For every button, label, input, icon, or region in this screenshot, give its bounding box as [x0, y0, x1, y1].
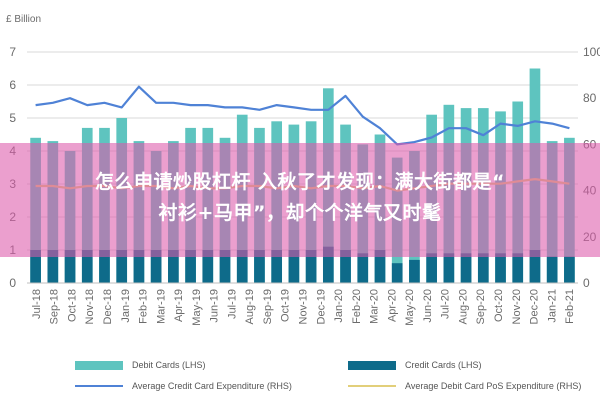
credit-cards-bar [81, 250, 93, 283]
x-tick-label: Jun-20 [422, 289, 434, 323]
x-tick-label: Mar-19 [155, 289, 167, 324]
chart-legend: Debit Cards (LHS) Credit Cards (LHS) Ave… [0, 352, 600, 400]
credit-cards-bar [546, 256, 558, 283]
x-tick-label: Jun-19 [209, 289, 221, 323]
x-tick-label: Nov-18 [84, 289, 96, 324]
legend-label-avg-credit: Average Credit Card Expenditure (RHS) [132, 381, 292, 391]
x-tick-label: Sep-18 [49, 289, 61, 324]
credit-cards-bar [529, 250, 541, 283]
credit-cards-bar [254, 250, 265, 283]
promo-banner-text: 怎么申请炒股杠杆 入秋了才发现：满大街都是“ 衬衫+马甲”，却个个洋气又时髦 [0, 167, 600, 229]
promo-banner-line-1: 怎么申请炒股杠杆 入秋了才发现：满大街都是“ [94, 171, 506, 193]
x-tick-label: Oct-18 [66, 289, 78, 322]
credit-cards-bar [409, 259, 420, 283]
x-tick-label: Oct-20 [493, 289, 505, 322]
x-tick-label: Nov-20 [511, 289, 523, 324]
legend-swatch-avg-credit [75, 385, 123, 387]
credit-cards-bar [443, 253, 455, 283]
credit-cards-bar [288, 250, 300, 283]
x-tick-label: Feb-20 [351, 289, 363, 324]
y-left-tick-label: 7 [9, 45, 16, 59]
legend-item-avg-debit: Average Debit Card PoS Expenditure (RHS) [348, 381, 581, 391]
credit-cards-bar [340, 250, 351, 283]
legend-label-credit-cards: Credit Cards (LHS) [405, 360, 482, 370]
credit-cards-bar [271, 250, 283, 283]
x-tick-label: Aug-19 [244, 289, 256, 324]
promo-banner [0, 143, 600, 257]
credit-cards-bar [391, 263, 403, 283]
legend-item-avg-credit: Average Credit Card Expenditure (RHS) [75, 381, 292, 391]
x-tick-label: Jan-21 [546, 289, 558, 323]
legend-item-credit-cards: Credit Cards (LHS) [348, 360, 482, 370]
legend-swatch-credit-cards [348, 360, 396, 370]
credit-cards-bar [202, 250, 214, 283]
legend-swatch-debit-cards [75, 360, 123, 370]
legend-label-avg-debit: Average Debit Card PoS Expenditure (RHS) [405, 381, 582, 391]
promo-banner-line-2: 衬衫+马甲”，却个个洋气又时髦 [158, 202, 442, 224]
x-tick-label: Jul-20 [440, 289, 452, 319]
credit-cards-bar [564, 256, 575, 283]
credit-cards-bar [30, 250, 41, 283]
credit-cards-bar [426, 253, 437, 283]
x-tick-label: Jul-19 [226, 289, 238, 319]
credit-cards-bar [185, 250, 196, 283]
legend-item-debit-cards: Debit Cards (LHS) [75, 360, 206, 370]
credit-cards-bar [305, 250, 317, 283]
x-tick-label: Apr-19 [173, 289, 185, 322]
credit-cards-bar [477, 253, 489, 283]
y-left-tick-label: 5 [9, 111, 16, 125]
credit-cards-bar [512, 253, 524, 283]
x-tick-label: Oct-19 [280, 289, 292, 322]
credit-cards-bar [374, 250, 386, 283]
x-tick-label: Dec-19 [315, 289, 327, 324]
x-tick-label: Jul-18 [31, 289, 43, 319]
credit-cards-bar [168, 250, 179, 283]
y-right-tick-label: 80 [583, 91, 597, 105]
y-right-tick-label: 0 [583, 276, 590, 290]
x-tick-label: Sep-19 [262, 289, 274, 324]
credit-cards-bar [322, 246, 334, 283]
credit-cards-bar [460, 253, 472, 283]
credit-cards-bar [133, 250, 145, 283]
credit-cards-bar [219, 250, 231, 283]
y-left-tick-label: 0 [9, 276, 16, 290]
x-tick-label: Dec-20 [529, 289, 541, 324]
x-tick-label: Apr-20 [386, 289, 398, 322]
x-tick-label: May-20 [404, 289, 416, 326]
x-tick-label: May-19 [191, 289, 203, 326]
x-tick-label: Feb-21 [564, 289, 576, 324]
y-right-tick-label: 100 [583, 45, 600, 59]
credit-cards-bar [47, 250, 59, 283]
credit-cards-bar [150, 250, 162, 283]
x-tick-label: Aug-20 [457, 289, 469, 324]
x-tick-label: Jan-19 [120, 289, 132, 323]
legend-label-debit-cards: Debit Cards (LHS) [132, 360, 206, 370]
credit-cards-bar [99, 250, 110, 283]
credit-cards-bar [236, 250, 248, 283]
x-tick-label: Nov-19 [298, 289, 310, 324]
x-tick-label: Mar-20 [369, 289, 381, 324]
x-tick-label: Jan-20 [333, 289, 345, 323]
credit-cards-bar [64, 250, 76, 283]
x-tick-label: Dec-18 [102, 289, 114, 324]
legend-swatch-avg-debit [348, 385, 396, 387]
x-tick-label: Feb-19 [138, 289, 150, 324]
y-axis-units-label: £ Billion [6, 14, 41, 25]
credit-cards-bar [116, 250, 128, 283]
y-left-tick-label: 6 [9, 78, 16, 92]
x-tick-label: Sep-20 [475, 289, 487, 324]
credit-cards-bar [495, 253, 506, 283]
avg-credit-expenditure-line [35, 85, 570, 146]
credit-cards-bar [357, 253, 369, 283]
